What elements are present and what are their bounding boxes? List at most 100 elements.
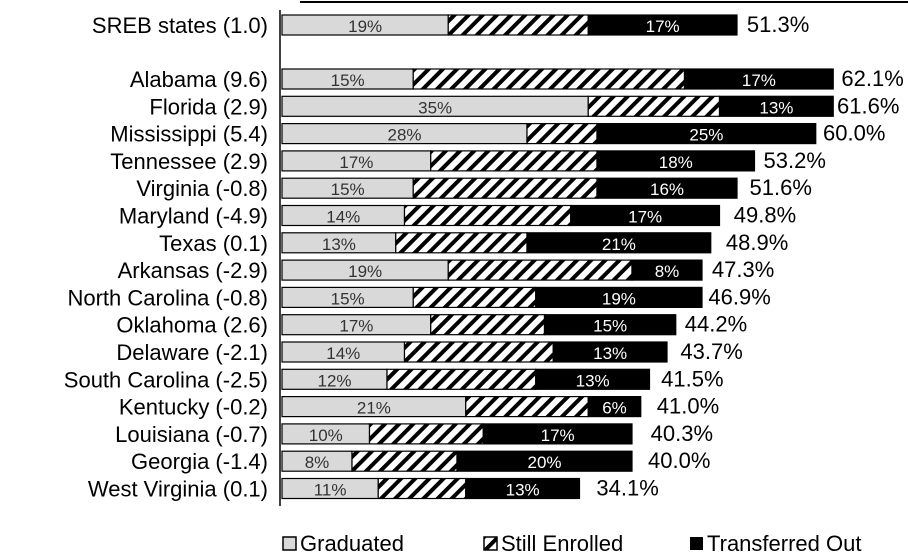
bar-segment-transferred-out: [587, 14, 738, 36]
category-label: Texas (0.1): [159, 231, 268, 256]
segment-label-transferred-out: 18%: [659, 153, 693, 172]
legend-swatch-still-enrolled: [483, 536, 498, 551]
bar-row-north-carolina: North Carolina (-0.8) 15% 19% 46.9%: [67, 284, 770, 310]
bar-row-georgia: Georgia (-1.4) 8% 20% 40.0%: [131, 448, 710, 474]
legend-label-graduated: Graduated: [300, 531, 404, 556]
total-label: 40.3%: [651, 421, 713, 446]
legend-swatch-transferred-out: [690, 537, 703, 550]
bar-segment-transferred-out: [596, 150, 756, 172]
segment-label-graduated: 10%: [309, 426, 343, 445]
total-label: 40.0%: [648, 448, 710, 473]
category-label: South Carolina (-2.5): [64, 367, 268, 392]
category-label: West Virginia (0.1): [88, 477, 268, 502]
bar-segment-still-enrolled: [395, 232, 528, 254]
bar-segment-still-enrolled: [368, 423, 484, 445]
segment-label-transferred-out: 25%: [689, 126, 723, 145]
segment-label-graduated: 21%: [357, 399, 391, 418]
segment-label-transferred-out: 16%: [650, 180, 684, 199]
bar-row-south-carolina: South Carolina (-2.5) 12% 13% 41.5%: [64, 366, 724, 392]
total-label: 44.2%: [685, 312, 747, 337]
segment-label-graduated: 19%: [348, 17, 382, 36]
segment-label-graduated: 15%: [331, 71, 365, 90]
total-label: 41.0%: [657, 394, 719, 419]
category-label: Kentucky (-0.2): [119, 395, 268, 420]
segment-label-transferred-out: 21%: [602, 235, 636, 254]
category-label: Maryland (-4.9): [119, 204, 268, 229]
bar-row-oklahoma: Oklahoma (2.6) 17% 15% 44.2%: [116, 312, 747, 338]
bar-segment-transferred-out: [552, 341, 668, 363]
bar-segment-transferred-out: [526, 232, 712, 254]
category-label: Louisiana (-0.7): [115, 422, 268, 447]
bar-row-alabama: Alabama (9.6) 15% 17% 62.1%: [130, 66, 904, 92]
segment-label-transferred-out: 19%: [602, 289, 636, 308]
bar-rows: SREB states (1.0) 19% 17% 51.3% Alabama (9.6…: [64, 12, 904, 502]
total-label: 60.0%: [823, 121, 885, 146]
bar-row-louisiana: Louisiana (-0.7) 10% 17% 40.3%: [115, 421, 713, 447]
legend-item-graduated: Graduated: [282, 531, 404, 556]
segment-label-graduated: 12%: [317, 371, 351, 390]
legend-swatch-graduated: [282, 536, 297, 551]
total-label: 62.1%: [841, 66, 903, 91]
bar-row-west-virginia: West Virginia (0.1) 11% 13% 34.1%: [88, 476, 659, 502]
bar-segment-transferred-out: [543, 314, 677, 336]
bar-segment-still-enrolled: [430, 314, 546, 336]
segment-label-transferred-out: 6%: [602, 399, 627, 418]
bar-segment-still-enrolled: [447, 259, 633, 281]
category-label: Delaware (-2.1): [116, 340, 268, 365]
bar-row-arkansas: Arkansas (-2.9) 19% 8% 47.3%: [118, 257, 775, 283]
total-label: 43.7%: [680, 339, 742, 364]
segment-label-graduated: 28%: [387, 126, 421, 145]
bar-row-sreb-states: SREB states (1.0) 19% 17% 51.3%: [92, 12, 809, 38]
legend-item-transferred-out: Transferred Out: [690, 531, 861, 556]
segment-label-graduated: 17%: [339, 317, 373, 336]
bar-row-tennessee: Tennessee (2.9) 17% 18% 53.2%: [110, 148, 826, 174]
segment-label-transferred-out: 13%: [759, 98, 793, 117]
total-label: 47.3%: [712, 257, 774, 282]
segment-label-transferred-out: 13%: [576, 371, 610, 390]
bar-segment-still-enrolled: [587, 95, 721, 117]
total-label: 51.3%: [747, 12, 809, 37]
bar-segment-transferred-out: [535, 286, 703, 308]
bar-segment-transferred-out: [587, 396, 642, 418]
category-label: Georgia (-1.4): [131, 449, 268, 474]
bar-row-mississippi: Mississippi (5.4) 28% 25% 60.0%: [110, 121, 885, 147]
segment-label-graduated: 13%: [322, 235, 356, 254]
segment-label-transferred-out: 20%: [527, 453, 561, 472]
segment-label-transferred-out: 17%: [628, 208, 662, 227]
legend-item-still-enrolled: Still Enrolled: [483, 531, 623, 556]
segment-label-transferred-out: 17%: [646, 17, 680, 36]
segment-label-graduated: 11%: [314, 481, 347, 500]
bar-segment-transferred-out: [535, 368, 651, 390]
bar-segment-transferred-out: [683, 68, 834, 90]
segment-label-graduated: 14%: [326, 344, 360, 363]
segment-label-transferred-out: 13%: [593, 344, 627, 363]
segment-label-graduated: 14%: [326, 208, 360, 227]
bar-segment-still-enrolled: [412, 68, 686, 90]
segment-label-transferred-out: 8%: [655, 262, 680, 281]
total-label: 41.5%: [661, 366, 723, 391]
total-label: 61.6%: [837, 93, 899, 118]
segment-label-transferred-out: 15%: [593, 317, 627, 336]
bar-row-kentucky: Kentucky (-0.2) 21% 6% 41.0%: [119, 394, 719, 420]
bar-segment-still-enrolled: [447, 14, 589, 36]
category-label: North Carolina (-0.8): [67, 285, 268, 310]
segment-label-graduated: 17%: [339, 153, 373, 172]
category-label: Florida (2.9): [149, 94, 268, 119]
bar-row-florida: Florida (2.9) 35% 13% 61.6%: [149, 93, 899, 119]
total-label: 49.8%: [734, 203, 796, 228]
bar-segment-transferred-out: [596, 177, 738, 199]
bar-segment-transferred-out: [631, 259, 703, 281]
bar-segment-still-enrolled: [412, 286, 537, 308]
bar-segment-still-enrolled: [386, 368, 537, 390]
category-label: SREB states (1.0): [92, 13, 268, 38]
segment-label-transferred-out: 13%: [506, 481, 540, 500]
bar-segment-still-enrolled: [351, 450, 458, 472]
total-label: 51.6%: [750, 175, 812, 200]
bar-segment-transferred-out: [718, 95, 834, 117]
category-label: Arkansas (-2.9): [118, 258, 268, 283]
category-label: Oklahoma (2.6): [116, 313, 268, 338]
bar-segment-still-enrolled: [412, 177, 598, 199]
bar-segment-still-enrolled: [403, 341, 554, 363]
segment-label-graduated: 35%: [418, 98, 452, 117]
